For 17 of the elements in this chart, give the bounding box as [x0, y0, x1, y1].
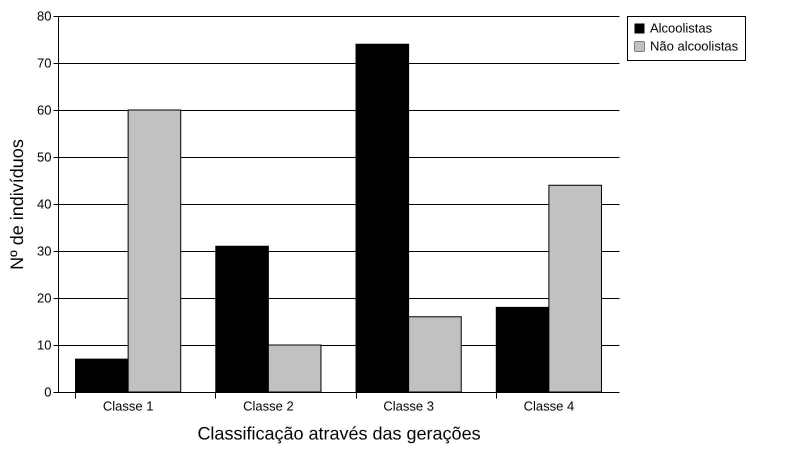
y-tick-label: 60	[37, 102, 52, 118]
y-tick-label: 0	[44, 384, 52, 400]
y-tick-label: 30	[37, 244, 52, 258]
y-tick-label: 40	[37, 196, 52, 212]
x-tick-label: Classe 3	[383, 398, 434, 414]
x-tick-label: Classe 2	[243, 398, 294, 414]
legend-label: Alcoolistas	[650, 20, 713, 36]
y-tick-label: 80	[37, 8, 52, 24]
x-tick-label: Classe 4	[524, 398, 574, 414]
y-tick-label: 50	[37, 150, 52, 164]
y-axis-title: Nº de indivíduos	[7, 139, 28, 270]
legend-label: Não alcoolistas	[650, 38, 739, 54]
x-axis-title: Classificação através das gerações	[197, 424, 481, 444]
x-tick-label: Classe 1	[102, 398, 154, 414]
y-tick-label: 70	[37, 56, 52, 70]
y-tick-label: 10	[37, 338, 52, 352]
y-tick-label: 20	[37, 290, 52, 306]
